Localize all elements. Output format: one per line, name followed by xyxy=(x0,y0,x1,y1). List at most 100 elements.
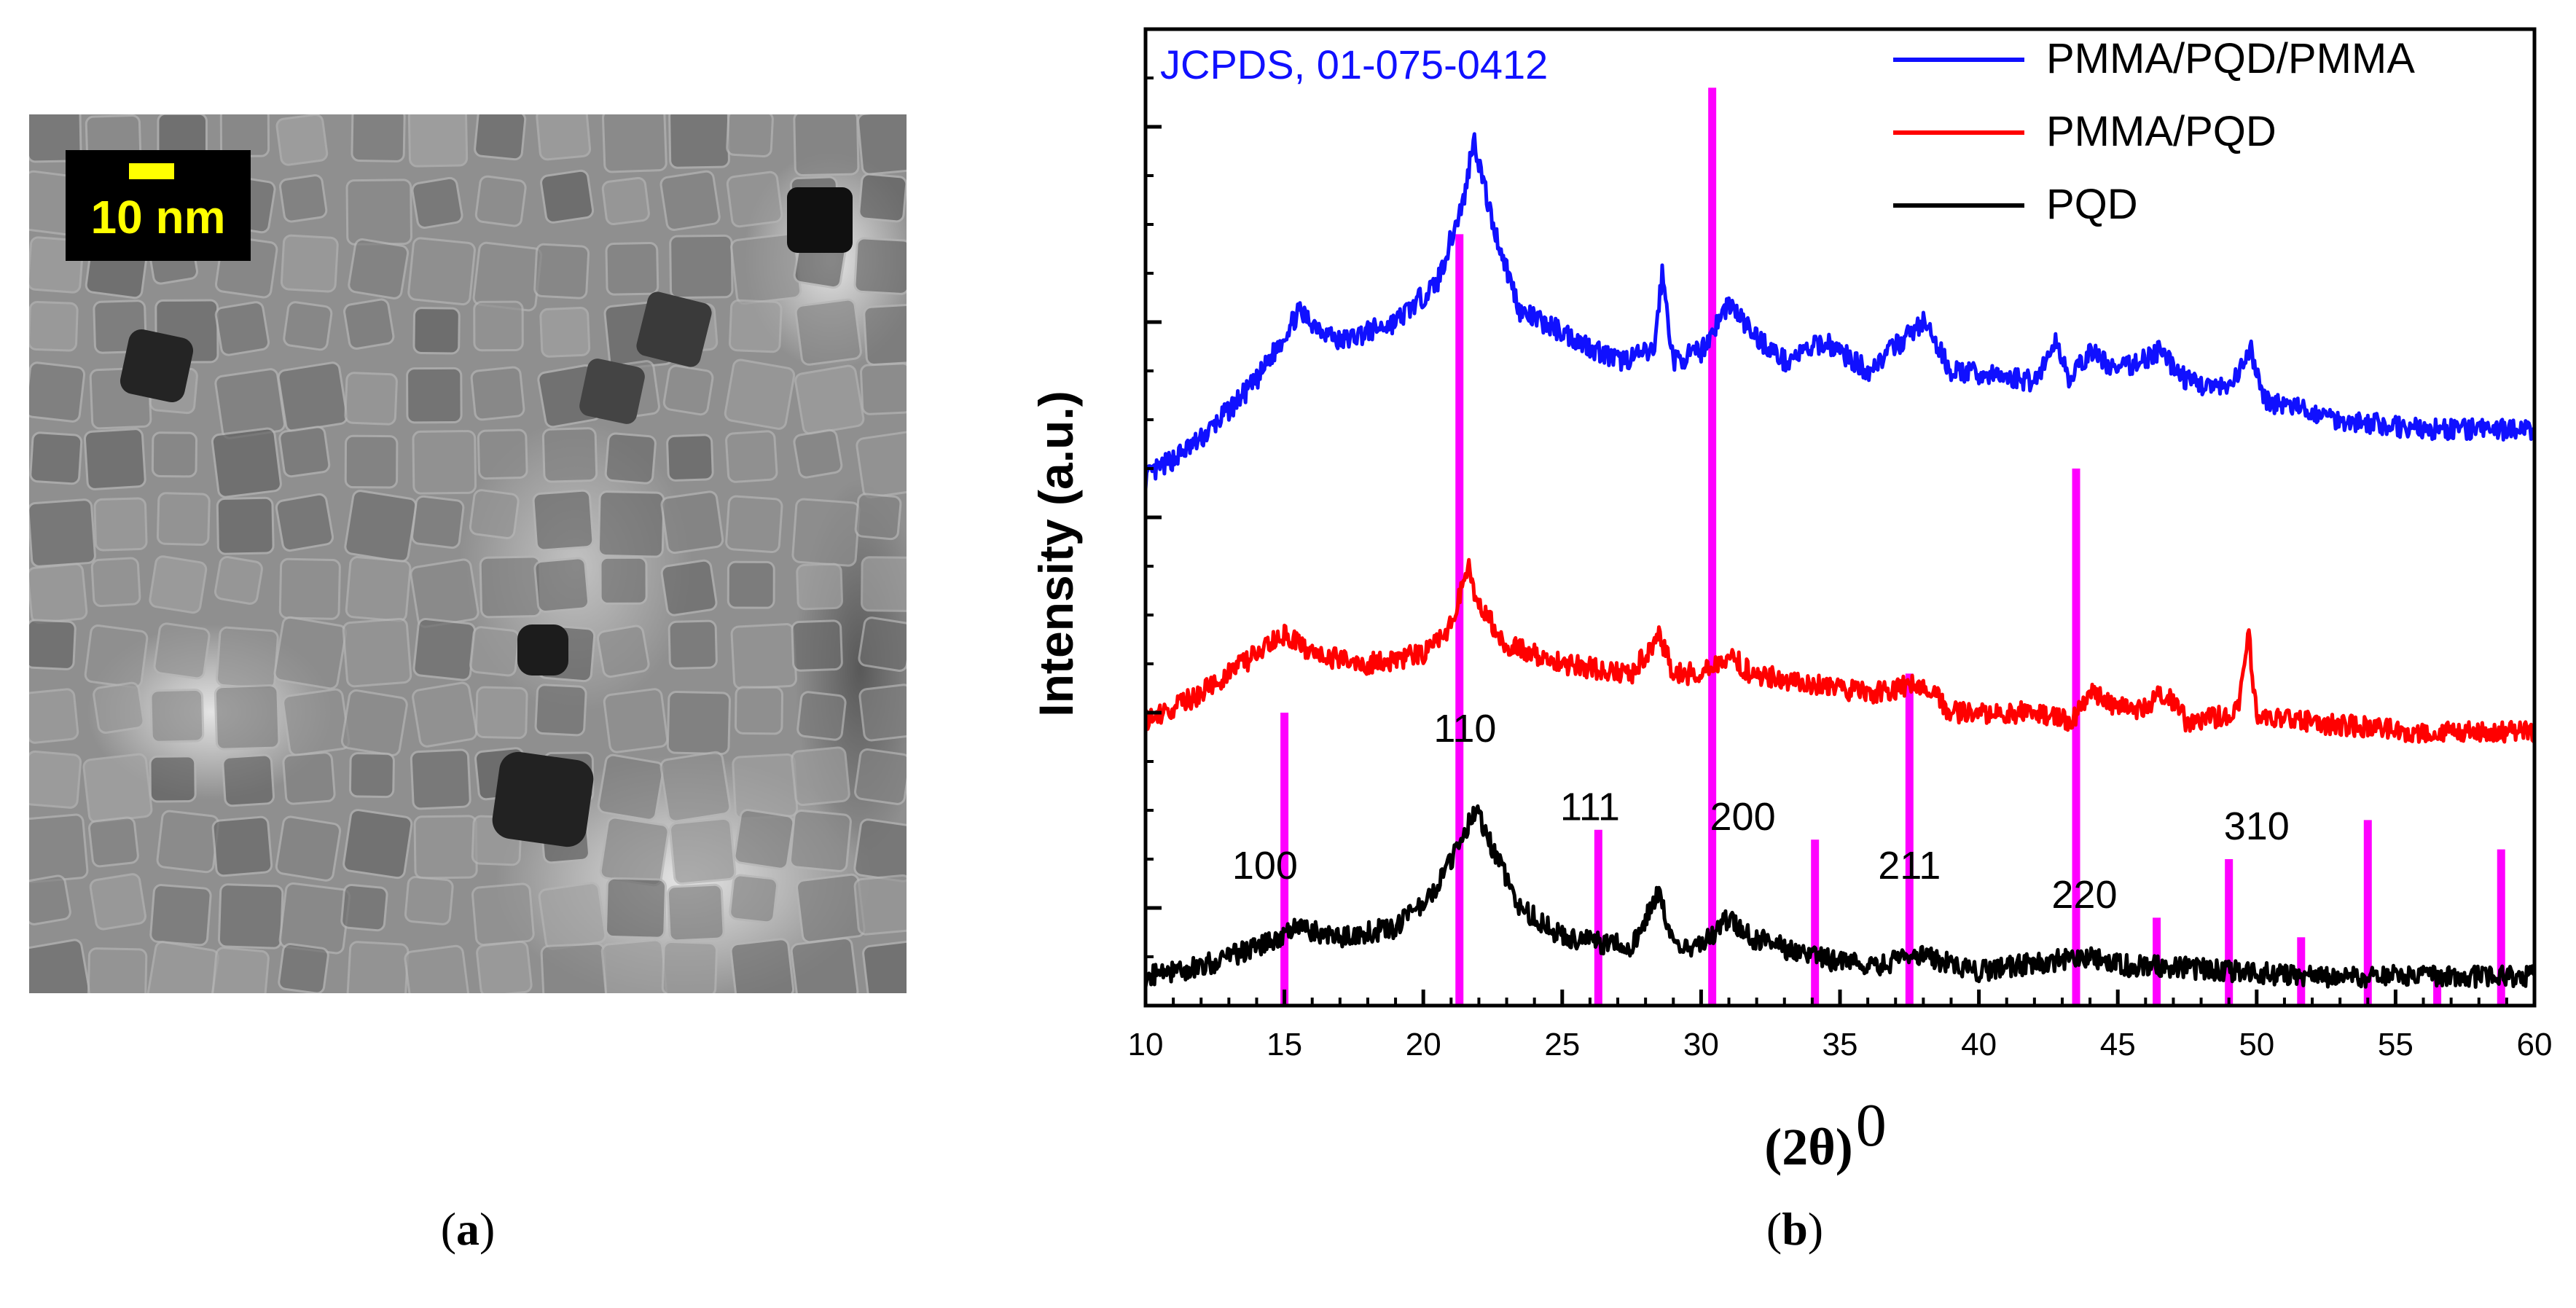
nanocube xyxy=(348,752,395,799)
x-tick-label: 45 xyxy=(2100,1027,2136,1062)
nanocube xyxy=(29,361,86,423)
panel-a-caption: (a) xyxy=(359,1202,577,1256)
nanocube xyxy=(410,748,471,810)
nanocube xyxy=(597,624,650,678)
plot-frame xyxy=(1143,27,2537,1008)
nanocube xyxy=(29,939,92,993)
panel-a-caption-letter: a xyxy=(456,1203,479,1255)
x-tick-label: 35 xyxy=(1823,1027,1858,1062)
nanocube xyxy=(533,243,590,299)
x-tick-label: 60 xyxy=(2517,1027,2553,1062)
nanocube xyxy=(273,616,348,690)
nanocube xyxy=(858,173,907,223)
nanocube xyxy=(788,809,852,872)
legend-label: PMMA/PQD xyxy=(2046,108,2276,155)
nanocube xyxy=(469,626,520,677)
nanocube xyxy=(278,557,341,620)
nanocube xyxy=(211,815,273,877)
nanocube xyxy=(599,556,648,605)
nanocube xyxy=(474,175,527,227)
nanocube xyxy=(29,114,82,163)
nanocube xyxy=(856,431,907,499)
nanocube xyxy=(216,496,275,555)
reference-label: JCPDS, 01-075-0412 xyxy=(1160,42,1548,87)
nanocube xyxy=(793,428,843,479)
x-tick-label: 30 xyxy=(1683,1027,1719,1062)
scale-bar-box: 10 nm xyxy=(66,150,251,261)
nanocube xyxy=(153,622,211,680)
nanocube xyxy=(796,563,843,611)
panel-b-caption-close: ) xyxy=(1807,1203,1824,1255)
nanocube xyxy=(793,114,860,176)
nanocube xyxy=(728,299,783,353)
reference-peaks xyxy=(1280,87,2505,1006)
nanocube xyxy=(93,497,148,552)
y-axis-label: Intensity (a.u.) xyxy=(1029,391,1083,716)
nanocube xyxy=(340,689,408,756)
nanocube xyxy=(412,307,461,355)
nanocube xyxy=(407,237,476,306)
x-axis-label-sup: 0 xyxy=(1856,1092,1887,1159)
nanocube xyxy=(659,751,732,823)
scale-bar-label: 10 nm xyxy=(90,191,226,243)
nanocube xyxy=(149,884,212,947)
peak-label: 211 xyxy=(1878,844,1941,888)
nanocube xyxy=(411,495,465,549)
nanocube xyxy=(605,241,659,296)
nanocube xyxy=(29,688,79,744)
nanocube xyxy=(601,176,650,225)
series-line-pmma-pqd-pmma xyxy=(1143,132,2537,490)
x-axis-label: (2θ) 0 xyxy=(1764,1092,1887,1176)
nanocube xyxy=(858,684,907,742)
nanocube xyxy=(727,560,775,609)
axes: 10 15 20 25 30 35 40 45 50 55 60 xyxy=(1128,28,2553,1062)
nanocube xyxy=(211,427,282,498)
nanocube xyxy=(734,686,784,735)
nanocube xyxy=(540,169,595,224)
nanocube xyxy=(724,359,796,430)
panel-a-caption-close: ) xyxy=(479,1203,496,1255)
nanocube xyxy=(660,490,724,555)
nanocube xyxy=(603,688,669,753)
nanocube xyxy=(404,876,454,925)
nanocube xyxy=(87,816,139,868)
nanocube xyxy=(666,883,725,942)
nanocube xyxy=(536,114,592,161)
nanocube xyxy=(344,372,398,426)
nanocube xyxy=(597,753,665,821)
nanocube xyxy=(87,947,148,993)
legend-label: PQD xyxy=(2046,181,2138,228)
nanocube xyxy=(725,430,778,483)
nanocube xyxy=(473,300,524,352)
nanocube xyxy=(83,428,146,490)
nanocube xyxy=(342,809,413,880)
nanocube xyxy=(214,684,281,751)
nanocube xyxy=(605,877,668,939)
panel-b-caption-letter: b xyxy=(1782,1203,1808,1255)
x-tick-label: 20 xyxy=(1406,1027,1441,1062)
nanocube xyxy=(474,114,527,161)
nanocube-grid xyxy=(29,114,907,993)
peak-label: 220 xyxy=(2051,873,2117,917)
nanocube xyxy=(412,430,477,495)
nanocube xyxy=(90,557,141,608)
nanocube xyxy=(666,690,731,756)
nanocube xyxy=(669,234,734,299)
x-tick-label: 15 xyxy=(1267,1027,1302,1062)
nanocube xyxy=(411,176,463,229)
panel-b-caption-open: ( xyxy=(1766,1203,1782,1255)
nanocube xyxy=(222,753,275,807)
nanocube xyxy=(796,691,847,741)
nanocube xyxy=(539,306,591,358)
x-tick-label: 50 xyxy=(2239,1027,2274,1062)
nanocube xyxy=(84,624,149,689)
nanocube xyxy=(660,559,718,616)
nanocube xyxy=(476,940,533,993)
x-tick-label: 10 xyxy=(1128,1027,1164,1062)
nanocube xyxy=(93,681,145,734)
nanocube xyxy=(275,493,334,552)
nanocube xyxy=(662,364,714,416)
nanocube xyxy=(29,301,79,352)
nanocube xyxy=(597,490,665,558)
